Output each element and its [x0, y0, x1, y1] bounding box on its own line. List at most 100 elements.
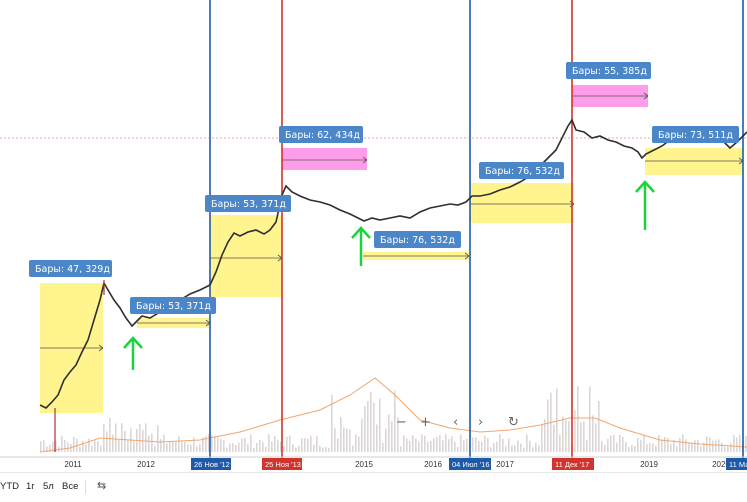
volume-bar	[283, 446, 285, 452]
highlight-range	[282, 148, 367, 170]
volume-bar	[496, 441, 498, 452]
x-tick-label: 2019	[640, 460, 658, 469]
volume-bar	[163, 434, 165, 452]
volume-bar	[226, 447, 228, 452]
volume-bar	[184, 441, 186, 452]
range-1y-button[interactable]: 1г	[26, 481, 35, 492]
volume-bar	[676, 446, 678, 452]
volume-bar	[508, 438, 510, 452]
compare-icon[interactable]: ⇆	[97, 480, 107, 492]
x-tick-label: 2011	[64, 460, 82, 469]
volume-bar	[379, 398, 381, 452]
volume-bar	[364, 406, 366, 452]
volume-bar	[688, 443, 690, 452]
date-marker-label: 04 Июл '16	[452, 460, 490, 469]
volume-bar	[121, 423, 123, 452]
annotation-label: Бары: 62, 434д	[285, 130, 360, 141]
range-arrowhead	[464, 252, 470, 257]
volume-bar	[430, 441, 432, 452]
annotation-label: Бары: 47, 329д	[35, 264, 110, 275]
volume-bar	[145, 423, 147, 452]
volume-bar	[319, 445, 321, 452]
volume-bar	[697, 440, 699, 452]
volume-bar	[679, 438, 681, 452]
zoom-in-button[interactable]: +	[420, 415, 431, 430]
volume-bar	[193, 437, 195, 452]
volume-bar	[538, 445, 540, 452]
volume-bar	[631, 445, 633, 452]
volume-bar	[322, 447, 324, 452]
volume-bar	[562, 416, 564, 452]
x-tick-label: 2015	[355, 460, 373, 469]
volume-bar	[406, 438, 408, 452]
volume-bar	[331, 394, 333, 452]
volume-bar	[310, 435, 312, 452]
green-up-arrow	[123, 336, 143, 370]
annotation-label: Бары: 53, 371д	[136, 301, 211, 312]
volume-bar	[397, 417, 399, 452]
volume-bar	[565, 420, 567, 452]
volume-bar	[703, 442, 705, 452]
volume-bar	[541, 424, 543, 452]
annotation-label: Бары: 73, 511д	[658, 130, 733, 141]
volume-bar	[343, 427, 345, 452]
volume-bar	[481, 441, 483, 452]
volume-bar	[556, 388, 558, 452]
date-marker-label: 11 Дек '17	[555, 460, 589, 469]
range-5y-button[interactable]: 5л	[43, 481, 54, 492]
volume-bar	[205, 435, 207, 452]
volume-bar	[67, 442, 69, 452]
volume-bar	[64, 439, 66, 452]
volume-bar	[463, 440, 465, 452]
volume-bar	[232, 442, 234, 452]
annotation-label-box	[279, 126, 363, 143]
zoom-out-button[interactable]: −	[396, 415, 407, 430]
volume-bar	[175, 441, 177, 452]
scroll-left-button[interactable]: ‹	[453, 415, 459, 430]
volume-bar	[43, 440, 45, 452]
price-chart[interactable]: Бары: 47, 329д Бары: 53, 371д Бары: 53, 37…	[0, 0, 747, 472]
annotation-label-box	[205, 195, 291, 212]
volume-bar	[514, 445, 516, 452]
volume-ma-line	[39, 377, 747, 453]
annotation-label: Бары: 76, 532д	[380, 235, 455, 246]
volume-bar	[445, 434, 447, 452]
volume-bar	[316, 436, 318, 452]
arrow-head	[351, 226, 371, 239]
volume-bar	[412, 435, 414, 452]
volume-bar	[307, 438, 309, 452]
volume-bar	[292, 444, 294, 452]
volume-bar	[577, 386, 579, 452]
volume-bar	[643, 434, 645, 452]
volume-bar	[94, 440, 96, 452]
scroll-right-button[interactable]: ›	[478, 415, 484, 430]
volume-bar	[253, 447, 255, 452]
volume-bar	[598, 400, 600, 452]
volume-bar	[394, 390, 396, 452]
volume-bar	[628, 446, 630, 452]
range-arrowhead	[464, 255, 470, 260]
volume-bar	[718, 439, 720, 452]
volume-bar	[610, 435, 612, 452]
reset-icon[interactable]: ↻	[508, 415, 519, 430]
x-tick-label: 2020	[712, 460, 730, 469]
range-arrowhead	[362, 159, 368, 164]
volume-bar	[667, 438, 669, 452]
volume-bar	[484, 435, 486, 452]
volume-bar	[169, 441, 171, 452]
volume-bar	[202, 437, 204, 452]
volume-bar	[385, 428, 387, 452]
range-ytd-button[interactable]: YTD	[0, 481, 19, 492]
range-all-button[interactable]: Все	[62, 481, 79, 492]
volume-bar	[238, 442, 240, 452]
volume-bar	[616, 442, 618, 452]
volume-bar	[79, 446, 81, 452]
volume-bar	[658, 435, 660, 452]
volume-bar	[586, 439, 588, 452]
volume-bar	[523, 447, 525, 452]
volume-bar	[544, 419, 546, 452]
annotation-label-box	[652, 126, 739, 143]
volume-bar	[109, 417, 111, 452]
volume-bar	[652, 443, 654, 452]
